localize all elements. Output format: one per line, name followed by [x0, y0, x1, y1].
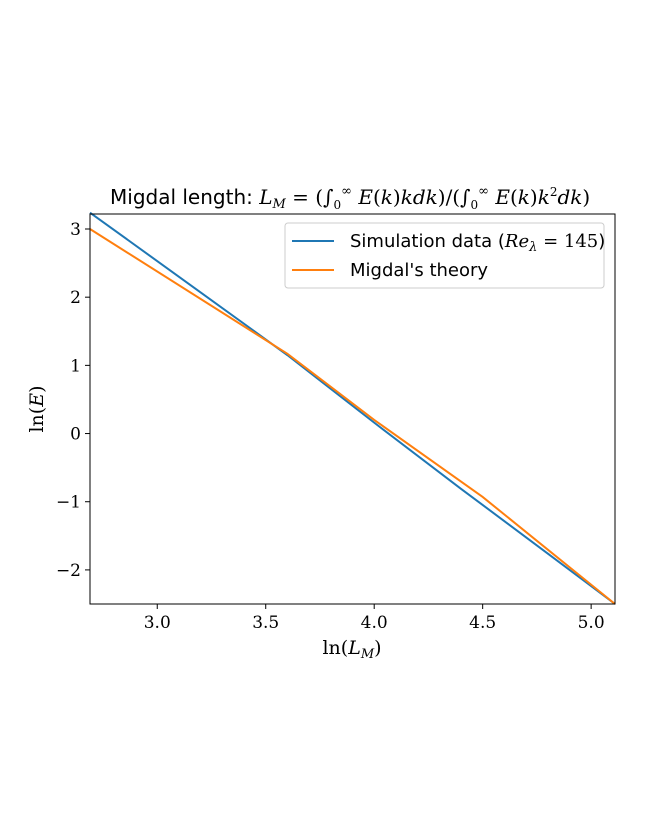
x-axis-label: ln(LM): [322, 637, 381, 662]
title-prefix: Migdal length:: [110, 185, 259, 209]
y-tick-label: 2: [70, 288, 81, 308]
y-axis-ticks: 3 2 1 0 −1 −2: [56, 220, 90, 581]
svg-text:ln(LM): ln(LM): [322, 637, 381, 662]
x-tick-label: 5.0: [578, 613, 605, 633]
legend: Simulation data (Reλ = 145) Migdal's the…: [284, 222, 605, 289]
series-layer: [89, 211, 616, 605]
legend-label-migdal: Migdal's theory: [350, 260, 488, 281]
y-axis-label: ln(E): [26, 385, 48, 432]
series-line-migdal: [89, 228, 616, 605]
chart-title: Migdal length: LM = (∫0∞ E(k)kdk)/(∫0∞ E…: [110, 184, 590, 212]
x-tick-label: 4.5: [469, 613, 496, 633]
series-line-simulation: [89, 211, 616, 605]
x-tick-label: 3.0: [144, 613, 171, 633]
y-tick-label: −1: [56, 493, 81, 513]
legend-label-simulation: Simulation data (Reλ = 145): [350, 231, 605, 255]
y-tick-label: 1: [70, 356, 81, 376]
y-tick-label: 0: [70, 425, 81, 445]
svg-text:Migdal length: LM = (∫0∞ E(k): Migdal length: LM = (∫0∞ E(k)kdk)/(∫0∞ E…: [110, 184, 590, 212]
plot-frame: [89, 213, 616, 605]
y-tick-label: 3: [70, 220, 81, 240]
svg-text:ln(E): ln(E): [26, 385, 48, 432]
x-tick-label: 3.5: [252, 613, 279, 633]
x-axis-ticks: 3.0 3.5 4.0 4.5 5.0: [144, 604, 605, 633]
y-tick-label: −2: [56, 561, 81, 581]
legend-box: [284, 222, 605, 289]
x-tick-label: 4.0: [361, 613, 388, 633]
